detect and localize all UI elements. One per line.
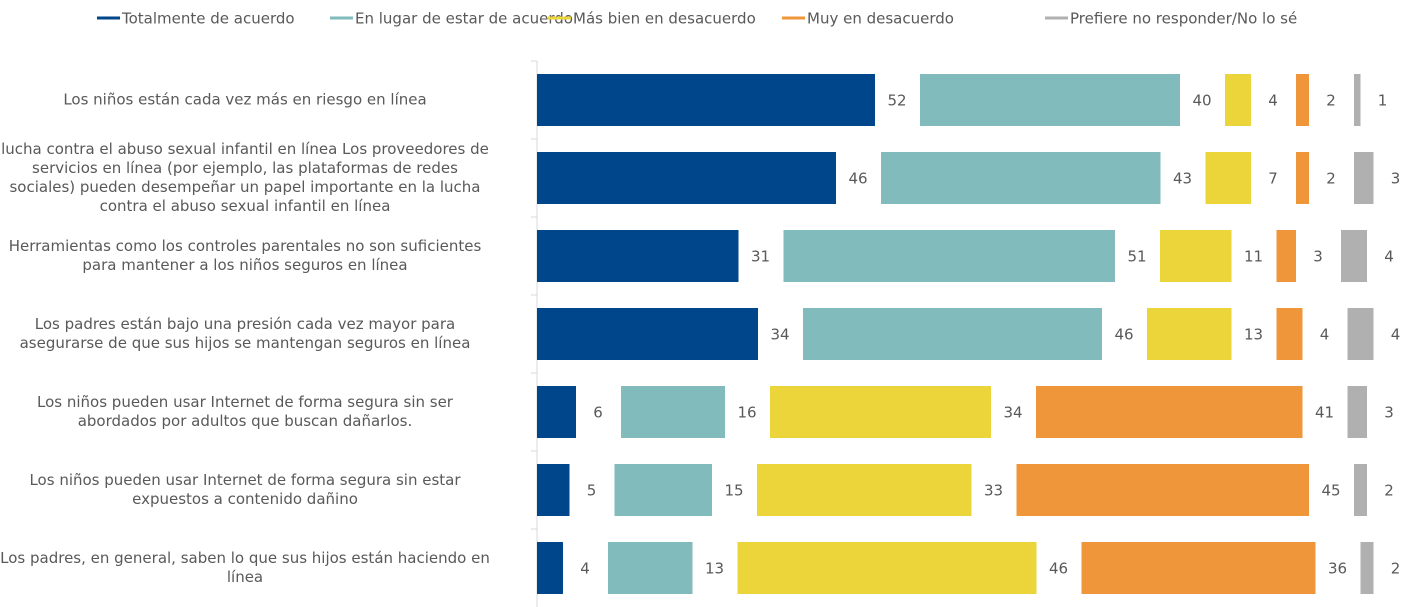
bar-segment [1016,464,1309,516]
value-label: 3 [1391,170,1401,188]
bar-segment [1276,230,1296,282]
bar-segment [920,74,1180,126]
bar-segment [803,308,1102,360]
category-label: Los niños pueden usar Internet de forma … [29,471,461,508]
bar-segment [1347,308,1374,360]
value-label: 4 [1320,326,1330,344]
bar-segment [537,152,836,204]
value-label: 34 [770,326,789,344]
bar-segment [608,542,693,594]
value-label: 3 [1313,248,1323,266]
value-label: 46 [1114,326,1133,344]
value-label: 45 [1321,482,1340,500]
value-label: 4 [580,560,590,578]
value-label: 2 [1384,482,1394,500]
value-label: 52 [887,92,906,110]
bar-segment [537,386,576,438]
bar-segment [1147,308,1232,360]
value-label: 15 [724,482,743,500]
legend-label: Más bien en desacuerdo [573,10,756,28]
value-label: 51 [1127,248,1146,266]
legend-label: Totalmente de acuerdo [121,10,295,28]
bar-segment [1354,152,1374,204]
value-label: 16 [737,404,756,422]
category-label: Los niños pueden usar Internet de forma … [37,393,453,430]
value-label: 36 [1328,560,1347,578]
bar-segment [770,386,991,438]
value-label: 5 [587,482,597,500]
bar-segment [537,74,875,126]
value-label: 6 [593,404,603,422]
category-label: Los padres están bajo una presión cada v… [19,315,471,352]
value-label: 4 [1391,326,1401,344]
bar-segment [537,230,739,282]
bar-segment [1081,542,1316,594]
value-label: 1 [1378,92,1388,110]
bar-segment [1354,74,1361,126]
value-label: 13 [705,560,724,578]
bar-segment [757,464,972,516]
category-label: Los padres, en general, saben lo que sus… [0,549,490,586]
value-label: 34 [1003,404,1022,422]
category-label: Los niños están cada vez más en riesgo e… [63,90,427,109]
category-label: lucha contra el abuso sexual infantil en… [1,140,489,215]
legend-label: Muy en desacuerdo [807,10,954,28]
bar-segment [881,152,1161,204]
category-label: Herramientas como los controles parental… [8,237,482,274]
value-label: 11 [1244,248,1263,266]
bar-segment [737,542,1037,594]
bar-segment [1225,74,1251,126]
value-label: 31 [751,248,770,266]
bar-segment [1205,152,1251,204]
value-label: 2 [1326,92,1336,110]
bar-segment [1160,230,1232,282]
bar-segment [1341,230,1367,282]
value-label: 46 [848,170,867,188]
bar-segment [1347,386,1367,438]
value-label: 3 [1384,404,1394,422]
value-label: 46 [1049,560,1068,578]
bar-segment [537,308,758,360]
value-label: 33 [984,482,1003,500]
legend-label: En lugar de estar de acuerdo [355,10,573,28]
value-label: 4 [1268,92,1278,110]
legend-label: Prefiere no responder/No lo sé [1070,10,1297,28]
value-label: 43 [1173,170,1192,188]
bar-segment [537,464,570,516]
value-label: 7 [1268,170,1278,188]
value-label: 13 [1244,326,1263,344]
bar-segment [1036,386,1303,438]
bar-segment [621,386,725,438]
value-label: 2 [1391,560,1401,578]
value-label: 2 [1326,170,1336,188]
value-label: 40 [1192,92,1211,110]
bar-segment [1296,74,1309,126]
bar-segment [1296,152,1309,204]
bar-segment [1354,464,1367,516]
bar-segment [783,230,1115,282]
value-label: 4 [1384,248,1394,266]
bar-segment [1276,308,1303,360]
bar-segment [1360,542,1374,594]
bar-segment [537,542,563,594]
bar-segment [614,464,712,516]
value-label: 41 [1315,404,1334,422]
